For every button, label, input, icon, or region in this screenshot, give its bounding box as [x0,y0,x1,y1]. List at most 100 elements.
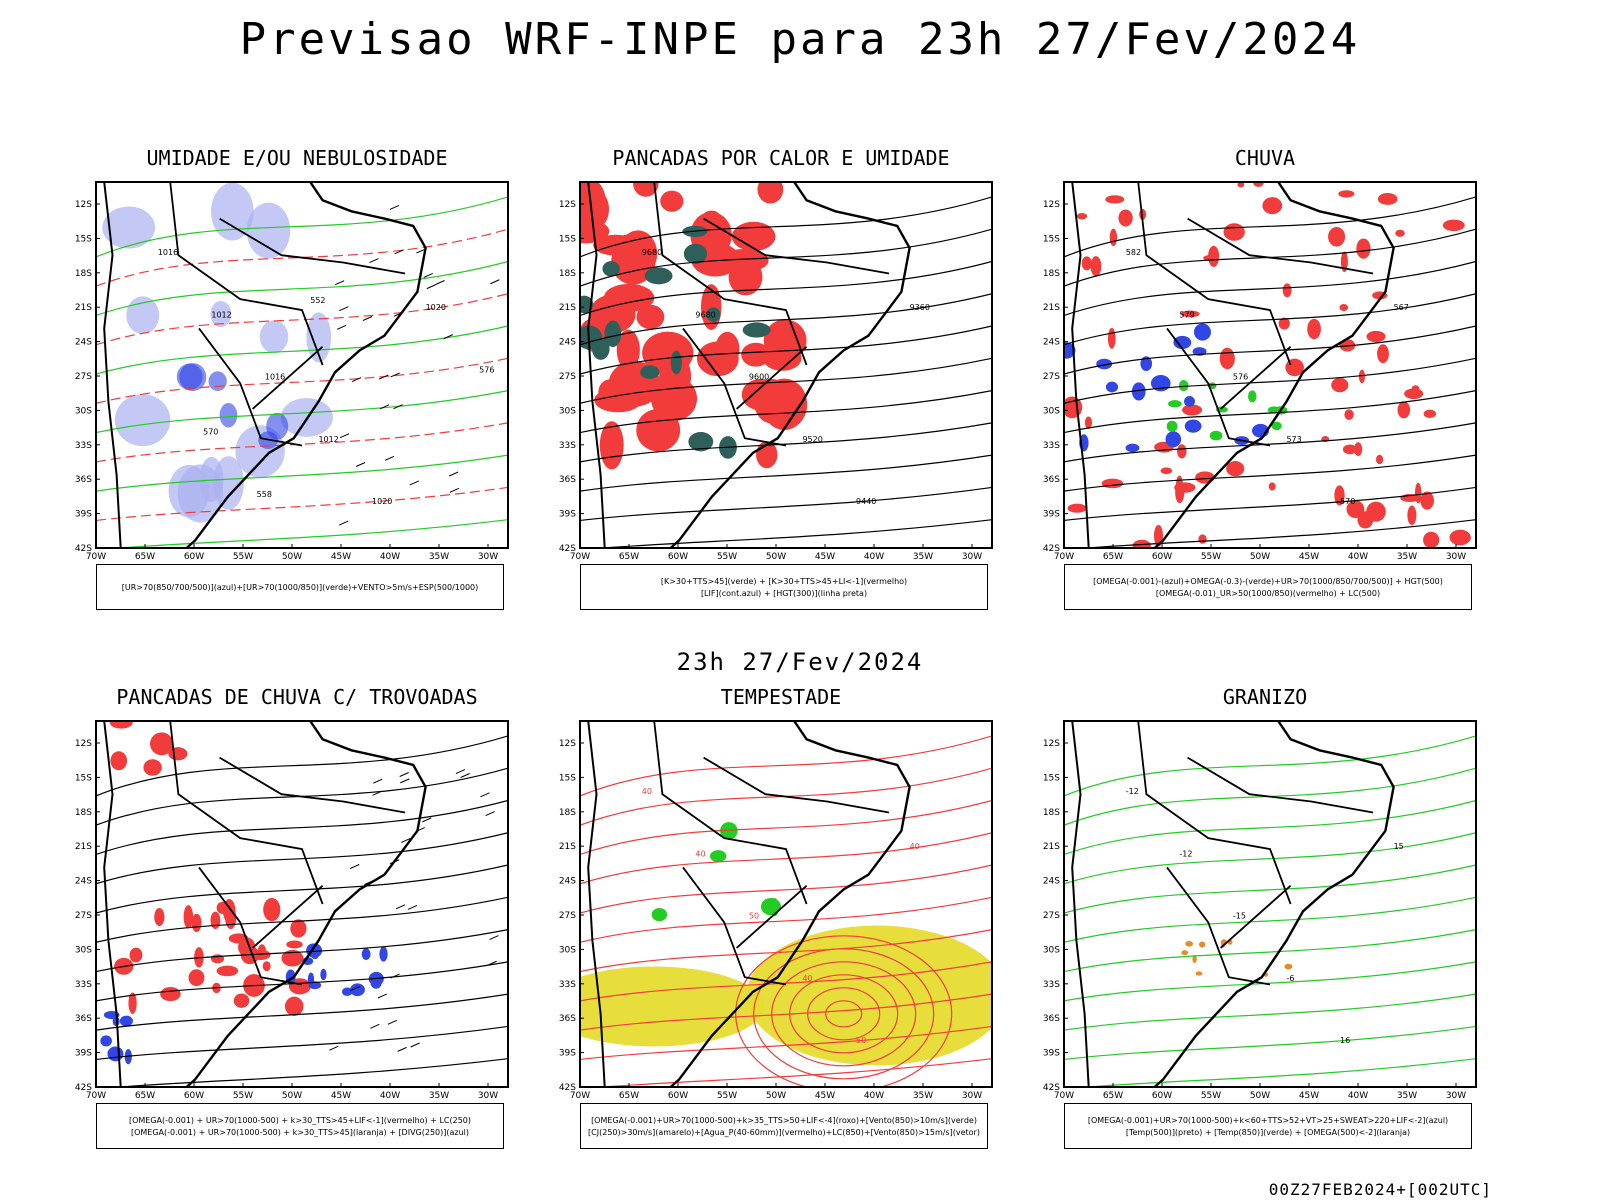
contour-line [580,1025,992,1061]
lon-tick-label: 45W [815,1091,835,1101]
contour-line [1078,1058,1476,1087]
lat-tick-label: 15S [559,773,576,783]
field-patch [341,987,353,996]
contour-line [96,767,508,826]
map-frame [95,181,509,549]
field-patch [311,952,319,960]
field-patch [126,296,160,335]
legend-text: [OMEGA(-0.001) + UR>70(1000-500) + k>30_… [128,1115,472,1125]
field-patch [109,721,133,729]
contour-line [594,1058,992,1087]
field-patch [1198,534,1207,544]
lat-tick-label: 15S [75,773,92,783]
contour-label: 9680 [695,310,715,319]
wind-vector [426,284,436,290]
lat-tick-label: 24S [559,338,576,348]
lon-tick-label: 40W [1348,1091,1368,1101]
state-border [682,327,787,447]
contour-label: -12 [1126,787,1139,796]
wind-vector [485,811,495,817]
contour-label: 582 [1126,248,1141,257]
field-patch [1199,941,1206,948]
wind-vector [351,377,362,383]
lat-tick-label: 33S [1043,980,1060,990]
wind-vector [339,306,349,312]
lon-tick-label: 70W [1054,552,1074,562]
field-patch [263,897,281,922]
contour-label: 570 [1340,497,1355,506]
contour-line [580,389,992,434]
field-patch [1184,419,1202,433]
contour-label: 1016 [158,248,178,257]
legend-text: [OMEGA(-0.001)+UR>70(1000-500)+k>35_TTS>… [591,1115,977,1125]
lon-tick-label: 30W [1446,552,1466,562]
field-patch [177,464,224,523]
contour-label: 573 [1286,435,1301,444]
contour-line [1064,325,1476,375]
contour-line [96,260,508,317]
field-patch [602,261,620,277]
wind-vector [334,280,345,286]
field-patch [128,992,137,1014]
field-patch [143,759,162,776]
coastline [1071,182,1090,548]
legend-text: [K>30+TTS>45](verde) + [K>30+TTS>45+LI<-… [660,576,908,586]
contour-label: 1012 [318,435,338,444]
field-patch [1282,283,1292,298]
contour-line [580,293,992,346]
weather-map: 1016 1012 1016 1012 1020 1020 576 570 558 552 12S 1… [75,181,509,562]
lat-tick-label: 42S [559,544,576,554]
contour-line [580,767,992,826]
field-patch [183,905,194,929]
field-patch [154,908,165,926]
lat-tick-label: 15S [1043,773,1060,783]
lat-tick-label: 33S [75,441,92,451]
field-patch [616,329,640,371]
contour-line [96,961,508,1002]
lat-tick-label: 30S [559,406,576,416]
field-patch [1414,482,1422,504]
lat-tick-label: 21S [1043,303,1060,313]
lon-tick-label: 35W [429,552,449,562]
contour-line [1064,896,1476,943]
lat-tick-label: 18S [75,269,92,279]
state-border [653,721,808,905]
field-patch [1105,381,1119,393]
contour-line [580,993,992,1031]
lat-tick-label: 30S [559,945,576,955]
contour-label: 558 [257,490,272,499]
lat-tick-label: 12S [1043,739,1060,749]
contour-label: 9680 [642,248,662,257]
lat-tick-label: 21S [559,842,576,852]
contour-line [96,799,508,856]
state-border [703,756,890,814]
contour-line [96,832,508,885]
contour-line [825,1000,863,1028]
lon-tick-label: 50W [1250,552,1270,562]
field-patch [1357,511,1374,529]
field-patch [160,987,181,1002]
lon-tick-label: 60W [1152,552,1172,562]
weather-map: 582 579 576 573 570 567 12S 15S 18S 21S 24S 27S 30S 3… [1043,181,1477,562]
lon-tick-label: 55W [717,1091,737,1101]
contour-line [1064,928,1476,973]
contour-line [771,961,917,1067]
field-patch [1084,416,1093,429]
coastline [587,182,606,548]
wind-vector [393,404,403,410]
panel-title: GRANIZO [1222,685,1308,709]
state-border [736,885,808,949]
wind-vector [372,790,382,796]
field-patch [594,387,642,413]
wind-vector [422,817,432,823]
state-border [219,217,406,275]
wind-vector [480,792,490,798]
contour-line [96,293,508,346]
field-patch [320,968,327,981]
lat-tick-label: 30S [75,945,92,955]
coastline [1153,182,1395,548]
wind-vector [397,1046,407,1052]
contour-line [96,896,508,943]
contour-line [580,735,992,797]
lat-tick-label: 18S [75,808,92,818]
